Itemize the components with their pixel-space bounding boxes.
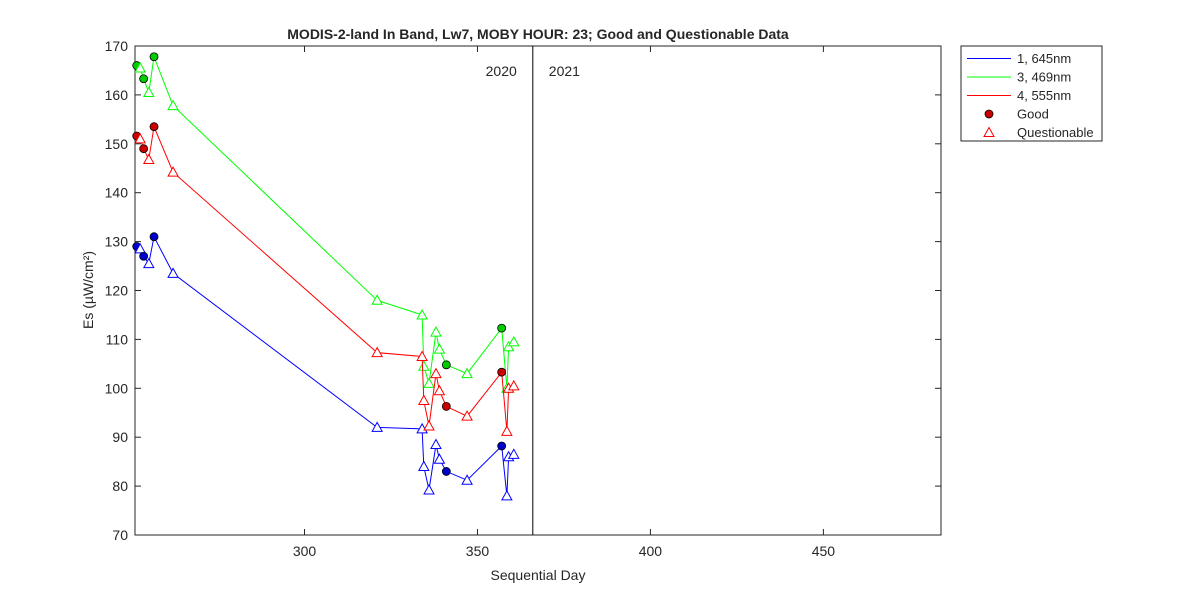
questionable-point	[461, 367, 473, 379]
questionable-point	[371, 421, 383, 432]
x-tick-label: 350	[466, 543, 490, 559]
plot-area: 70 80 90 100 110 120 130 140 150 160 170 300 350 400 4…	[105, 38, 942, 559]
questionable-point	[430, 438, 442, 450]
good-point	[149, 232, 159, 242]
good-point	[139, 251, 149, 261]
good-point	[497, 441, 507, 451]
questionable-point	[417, 394, 430, 406]
questionable-point	[430, 367, 442, 379]
y-tick-label: 140	[105, 185, 129, 201]
legend-box	[960, 45, 1103, 142]
y-tick-label: 80	[112, 478, 128, 494]
questionable-point	[507, 448, 520, 459]
questionable-point	[371, 294, 383, 305]
x-tick-label: 300	[293, 543, 317, 559]
legend-label: Questionable	[1017, 125, 1094, 140]
year-label-left: 2020	[486, 63, 517, 79]
questionable-point	[423, 419, 435, 431]
legend-label: 4, 555nm	[1017, 88, 1071, 103]
y-tick-label: 150	[105, 136, 129, 152]
questionable-point	[371, 346, 383, 358]
good-point	[441, 467, 451, 476]
y-tick-label: 170	[105, 38, 129, 54]
questionable-point	[142, 86, 155, 97]
questionable-point	[423, 377, 435, 388]
y-tick-label: 130	[105, 234, 129, 250]
good-point	[149, 52, 159, 62]
year-label-right: 2021	[549, 63, 580, 79]
chart-title: MODIS-2-land In Band, Lw7, MOBY HOUR: 23…	[287, 26, 789, 42]
legend-swatch-questionable-marker	[983, 126, 995, 137]
questionable-point	[167, 99, 179, 111]
questionable-point	[417, 360, 430, 371]
y-tick-label: 100	[105, 380, 129, 396]
y-tick-label: 110	[106, 331, 129, 347]
questionable-point	[134, 132, 147, 144]
x-tick-label: 400	[639, 543, 663, 559]
y-tick-label: 160	[105, 87, 129, 103]
good-point	[497, 323, 507, 333]
y-tick-label: 120	[105, 283, 129, 299]
questionable-point	[423, 483, 435, 495]
questionable-point	[416, 308, 428, 320]
questionable-point	[433, 453, 446, 464]
questionable-point	[416, 350, 428, 362]
questionable-point	[507, 379, 520, 391]
questionable-point	[134, 242, 147, 254]
questionable-point	[433, 343, 446, 354]
questionable-point	[142, 257, 155, 269]
x-tick-label: 450	[812, 543, 836, 559]
legend: 1, 645nm 3, 469nm 4, 555nm Good Questionable	[960, 45, 1103, 142]
good-point	[497, 367, 507, 377]
questionable-point	[433, 384, 446, 396]
x-axis-label: Sequential Day	[491, 567, 586, 583]
questionable-point	[142, 153, 155, 164]
questionable-point	[430, 326, 442, 337]
questionable-point	[134, 61, 147, 73]
legend-label: 1, 645nm	[1017, 51, 1071, 66]
good-point	[149, 122, 159, 132]
good-point	[139, 74, 149, 84]
series-line-2	[136, 54, 515, 389]
legend-swatch-good-marker	[984, 109, 994, 119]
y-tick-label: 70	[112, 527, 128, 543]
questionable-point	[461, 474, 473, 485]
questionable-point	[501, 489, 513, 501]
series-line-3	[136, 124, 515, 432]
legend-label: Good	[1017, 107, 1049, 122]
questionable-point	[167, 166, 179, 177]
good-point	[139, 144, 149, 154]
legend-label: 3, 469nm	[1017, 70, 1071, 85]
y-axis-label: Es (µW/cm²)	[80, 251, 96, 329]
questionable-point	[501, 425, 513, 436]
questionable-point	[461, 410, 473, 421]
series-line-1	[136, 235, 515, 496]
questionable-point	[167, 267, 179, 278]
good-point	[441, 401, 451, 411]
axes-box	[134, 45, 942, 536]
questionable-point	[417, 460, 430, 472]
good-point	[441, 360, 451, 370]
questionable-point	[507, 335, 520, 347]
y-tick-label: 90	[112, 429, 128, 445]
